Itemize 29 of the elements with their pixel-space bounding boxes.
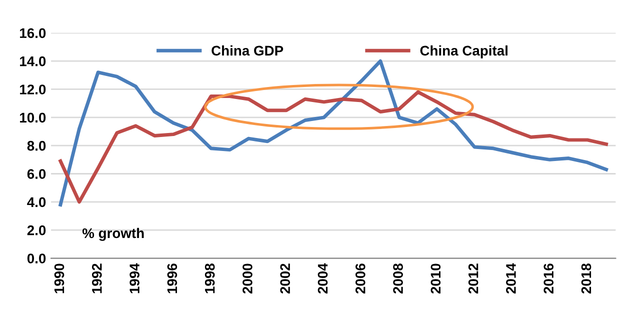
legend-label: China GDP xyxy=(212,45,284,56)
x-tick-label: 2002 xyxy=(280,264,290,294)
x-tick-label: 2016 xyxy=(544,264,554,294)
x-tick-label: 1998 xyxy=(204,264,215,294)
x-tick-label: 1994 xyxy=(130,263,140,294)
x-tick-label: 2018 xyxy=(581,264,592,294)
x-tick-label: 2000 xyxy=(242,264,252,294)
line-series xyxy=(58,90,608,204)
y-tick-label: 8.0 xyxy=(27,140,46,151)
y-tick-label: 10.0 xyxy=(20,112,46,123)
x-tick-label: 2008 xyxy=(393,264,403,294)
x-tick-label: 1992 xyxy=(92,264,102,294)
x-tick-label: 2006 xyxy=(355,264,366,294)
line-series xyxy=(58,59,608,206)
y-tick-label: 14.0 xyxy=(20,56,46,66)
annotation: % growth xyxy=(82,228,144,241)
x-tick-label: 1990 xyxy=(54,264,64,294)
y-tick-label: 16.0 xyxy=(20,28,46,38)
x-tick-label: 1996 xyxy=(167,264,178,294)
y-tick-label: 4.0 xyxy=(27,197,46,208)
x-tick-label: 2014 xyxy=(506,263,516,294)
x-tick-label: 2004 xyxy=(318,263,328,294)
y-tick-label: 6.0 xyxy=(27,169,46,179)
x-tick-label: 2010 xyxy=(430,264,441,294)
legend-label: China Capital xyxy=(420,45,508,58)
y-tick-label: 0.0 xyxy=(27,254,46,264)
x-tick-label: 2012 xyxy=(468,264,478,294)
y-tick-label: 12.0 xyxy=(20,84,46,94)
y-tick-label: 2.0 xyxy=(27,225,46,236)
